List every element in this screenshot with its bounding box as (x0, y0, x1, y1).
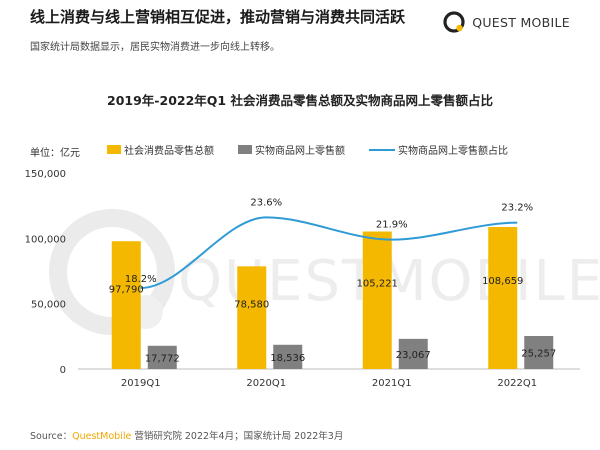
data-label-online-share: 21.9% (376, 220, 408, 231)
legend-label-retail-total: 社会消费品零售总额 (124, 146, 214, 157)
bar-online-retail (147, 345, 177, 369)
data-label-online-retail: 18,536 (270, 353, 305, 364)
bar-retail-total (111, 241, 141, 369)
legend-swatch-retail-total (107, 145, 121, 154)
data-label-retail-total: 108,659 (482, 276, 523, 287)
headline: 线上消费与线上营销相互促进，推动营销与消费共同活跃 (30, 8, 406, 26)
x-tick-label: 2022Q1 (497, 378, 537, 389)
bar-online-retail (398, 338, 428, 369)
unit-label: 单位：亿元 (30, 148, 80, 159)
bar-online-retail (524, 335, 554, 369)
brand-logo: QUEST MOBILE (442, 10, 570, 34)
data-label-retail-total: 97,790 (109, 284, 144, 295)
data-label-online-retail: 25,257 (521, 348, 556, 359)
line-online-share (140, 216, 518, 289)
source-rest: 营销研究院 2022年4月；国家统计局 2022年3月 (131, 431, 344, 442)
subhead: 国家统计局数据显示，居民实物消费进一步向线上转移。 (30, 42, 280, 53)
chart-title: 2019年-2022年Q1 社会消费品零售总额及实物商品网上零售额占比 (107, 93, 493, 108)
legend-swatch-online-share (369, 148, 395, 151)
x-tick-label: 2019Q1 (121, 378, 161, 389)
data-label-online-share: 23.2% (501, 203, 533, 214)
x-tick-label: 2021Q1 (372, 378, 412, 389)
source-note: Source：QuestMobile 营销研究院 2022年4月；国家统计局 2… (30, 428, 343, 442)
brand-name: QUEST MOBILE (472, 14, 570, 30)
bar-online-retail (273, 344, 303, 369)
legend-item-online-retail: 实物商品网上零售额 (238, 142, 345, 157)
legend-swatch-online-retail (238, 145, 252, 154)
data-label-online-share: 23.6% (250, 197, 282, 208)
bar-retail-total (488, 227, 518, 369)
legend-item-retail-total: 社会消费品零售总额 (107, 142, 214, 157)
data-label-online-retail: 23,067 (396, 350, 431, 361)
bar-retail-total (237, 266, 267, 369)
data-label-retail-total: 78,580 (234, 299, 269, 310)
legend-label-online-retail: 实物商品网上零售额 (255, 146, 345, 157)
y-tick-label: 150,000 (25, 169, 66, 180)
y-tick-label: 50,000 (31, 300, 66, 311)
source-brand: QuestMobile (72, 431, 132, 442)
legend-label-online-share: 实物商品网上零售额占比 (398, 146, 508, 157)
quest-mobile-logo-icon (443, 11, 465, 33)
data-label-retail-total: 105,221 (357, 279, 398, 290)
y-tick-label: 100,000 (25, 234, 66, 245)
data-label-online-share: 18.2% (125, 274, 157, 285)
data-label-online-retail: 17,772 (145, 353, 180, 364)
legend-item-online-share: 实物商品网上零售额占比 (369, 142, 508, 157)
y-tick-label: 0 (60, 365, 66, 376)
chart-legend: 社会消费品零售总额 实物商品网上零售额 实物商品网上零售额占比 (107, 142, 508, 157)
x-tick-label: 2020Q1 (246, 378, 286, 389)
bar-retail-total (362, 231, 392, 369)
source-prefix: Source： (30, 431, 73, 442)
